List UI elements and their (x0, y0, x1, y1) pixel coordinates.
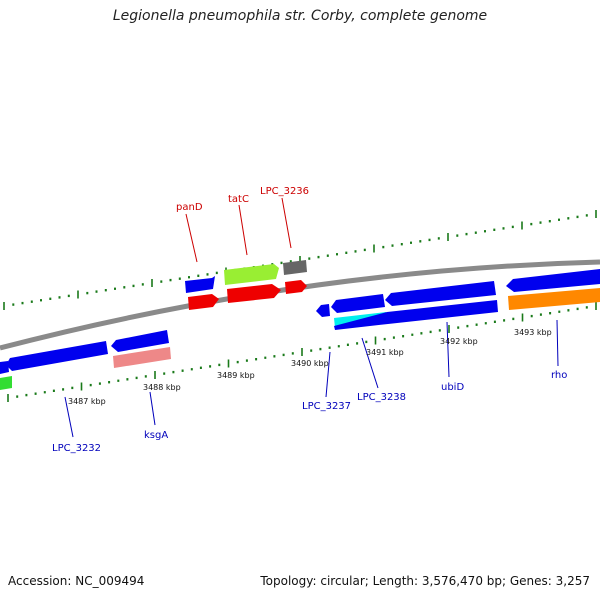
genome-summary-text: Topology: circular; Length: 3,576,470 bp… (260, 574, 590, 588)
forward-labels: panD tatC LPC_3236 (176, 186, 309, 213)
gene-blue-rho[interactable] (506, 269, 600, 292)
inner-tick-track (7, 302, 597, 402)
gene-blue-LPC_3232[interactable] (6, 341, 108, 371)
label-rho[interactable]: rho (551, 370, 567, 381)
gene-red-panD[interactable] (188, 294, 219, 310)
label-LPC_3238[interactable]: LPC_3238 (357, 392, 406, 403)
gene-blue-LPC_3237[interactable] (316, 304, 330, 317)
gene-pink-ksgA[interactable] (113, 347, 171, 368)
kbp-label-3490: 3490 kbp (291, 359, 329, 368)
gene-red-tatC[interactable] (227, 284, 281, 303)
gene-orange-rho[interactable] (508, 288, 600, 310)
label-ksgA[interactable]: ksgA (144, 430, 168, 441)
kbp-label-3487: 3487 kbp (68, 397, 106, 406)
kbp-label-3488: 3488 kbp (143, 383, 181, 392)
gene-blue-forward[interactable] (185, 276, 215, 293)
gene-gray-LPC_3236[interactable] (283, 260, 307, 275)
outer-tick-track (3, 210, 597, 310)
reverse-genes (0, 269, 600, 390)
forward-genes (185, 260, 307, 310)
leader-lines (64, 197, 559, 438)
map-title: Legionella pneumophila str. Corby, compl… (112, 8, 488, 24)
gene-red-LPC_3236[interactable] (285, 280, 307, 294)
kbp-label-3493: 3493 kbp (514, 328, 552, 337)
label-ubiD[interactable]: ubiD (441, 382, 464, 393)
kbp-label-3492: 3492 kbp (440, 337, 478, 346)
gene-blue-ubiD-bottom[interactable] (334, 300, 498, 330)
kbp-tick-labels: 3487 kbp 3488 kbp 3489 kbp 3490 kbp 3491… (68, 328, 552, 406)
label-LPC_3232[interactable]: LPC_3232 (52, 443, 101, 454)
gene-blue-LPC_3238-top[interactable] (331, 294, 385, 313)
label-tatC[interactable]: tatC (228, 194, 249, 205)
kbp-label-3489: 3489 kbp (217, 371, 255, 380)
reverse-labels: LPC_3232 ksgA LPC_3237 LPC_3238 ubiD rho (52, 370, 567, 454)
label-LPC_3237[interactable]: LPC_3237 (302, 401, 351, 412)
gene-green-tatC[interactable] (224, 264, 279, 285)
gene-blue-mid-left[interactable] (111, 330, 169, 352)
label-LPC_3236[interactable]: LPC_3236 (260, 186, 309, 197)
gene-blue-ubiD[interactable] (385, 281, 496, 306)
kbp-label-3491: 3491 kbp (366, 348, 404, 357)
gene-green-left-edge[interactable] (0, 376, 12, 390)
accession-text: Accession: NC_009494 (8, 574, 145, 588)
label-panD[interactable]: panD (176, 202, 203, 213)
